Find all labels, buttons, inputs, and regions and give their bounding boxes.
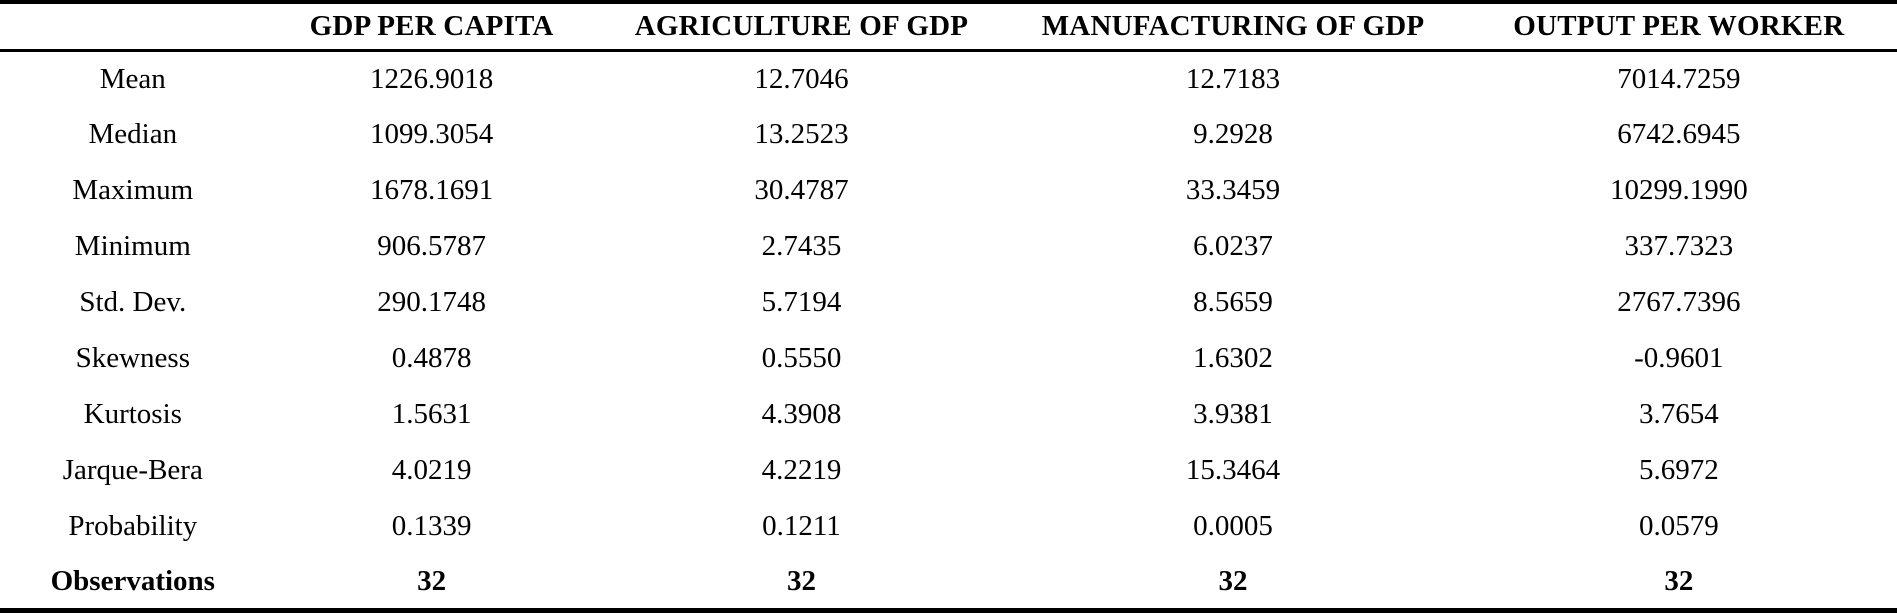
header-row: GDP PER CAPITA AGRICULTURE OF GDP MANUFA… (0, 2, 1897, 52)
table-row-probability: Probability 0.1339 0.1211 0.0005 0.0579 (0, 499, 1897, 555)
column-header-agriculture-of-gdp: AGRICULTURE OF GDP (597, 2, 1006, 52)
cell-value: -0.9601 (1634, 342, 1724, 374)
cell-value: 4.0219 (391, 454, 472, 486)
cell-value: 1099.3054 (369, 118, 494, 150)
cell-value: 15.3464 (1185, 454, 1281, 486)
cell-value: 12.7183 (1185, 62, 1281, 95)
column-header-blank (0, 2, 266, 52)
cell-value: 9.2928 (1193, 118, 1273, 150)
cell-value: 0.1211 (762, 510, 841, 542)
row-label: Minimum (74, 230, 191, 262)
cell-value: 12.7046 (754, 62, 849, 95)
cell-value: 1678.1691 (369, 174, 494, 206)
table-row-maximum: Maximum 1678.1691 30.4787 33.3459 10299.… (0, 163, 1897, 219)
cell-value: 0.0579 (1638, 510, 1719, 542)
cell-value: 8.5659 (1193, 286, 1273, 318)
cell-value: 0.5550 (761, 342, 842, 374)
cell-value: 13.2523 (754, 118, 849, 150)
cell-value: 3.7654 (1638, 398, 1719, 430)
row-label: Mean (99, 62, 166, 95)
cell-value: 6.0237 (1193, 230, 1273, 262)
cell-value: 1.6302 (1193, 342, 1273, 374)
row-label: Jarque-Bera (62, 454, 203, 486)
cell-value: 0.4878 (391, 342, 472, 374)
table-row-minimum: Minimum 906.5787 2.7435 6.0237 337.7323 (0, 219, 1897, 275)
cell-value: 4.3908 (761, 398, 842, 430)
table-row-observations: Observations 32 32 32 32 (0, 555, 1897, 611)
table-row-median: Median 1099.3054 13.2523 9.2928 6742.694… (0, 107, 1897, 163)
row-label: Skewness (75, 342, 190, 374)
cell-value: 6742.6945 (1617, 118, 1741, 150)
cell-value: 2767.7396 (1617, 286, 1741, 318)
table-row-std-dev: Std. Dev. 290.1748 5.7194 8.5659 2767.73… (0, 275, 1897, 331)
row-label: Observations (50, 564, 215, 597)
cell-value: 1.5631 (391, 398, 472, 430)
cell-value: 3.9381 (1193, 398, 1273, 430)
table-row-skewness: Skewness 0.4878 0.5550 1.6302 -0.9601 (0, 331, 1897, 387)
cell-value: 30.4787 (754, 174, 849, 206)
cell-value: 32 (1218, 564, 1248, 597)
cell-value: 5.7194 (761, 286, 842, 318)
cell-value: 290.1748 (377, 286, 486, 318)
cell-value: 0.1339 (391, 510, 472, 542)
cell-value: 337.7323 (1624, 230, 1734, 262)
cell-value: 33.3459 (1185, 174, 1281, 206)
row-label: Maximum (72, 174, 194, 206)
table-row-jarque-bera: Jarque-Bera 4.0219 4.2219 15.3464 5.6972 (0, 443, 1897, 499)
column-header-manufacturing-of-gdp: MANUFACTURING OF GDP (1005, 2, 1461, 52)
cell-value: 32 (1664, 564, 1694, 597)
cell-value: 0.0005 (1193, 510, 1273, 542)
cell-value: 2.7435 (761, 230, 842, 262)
column-header-output-per-worker: OUTPUT PER WORKER (1460, 2, 1897, 52)
table-row-mean: Mean 1226.9018 12.7046 12.7183 7014.7259 (0, 51, 1897, 107)
cell-value: 4.2219 (761, 454, 842, 486)
cell-value: 32 (786, 564, 816, 597)
row-label: Probability (68, 510, 198, 542)
column-header-gdp-per-capita: GDP PER CAPITA (265, 2, 598, 52)
row-label: Median (88, 118, 178, 150)
cell-value: 1226.9018 (369, 62, 494, 95)
cell-value: 5.6972 (1638, 454, 1719, 486)
row-label: Std. Dev. (79, 286, 187, 318)
cell-value: 32 (417, 564, 447, 597)
cell-value: 906.5787 (377, 230, 486, 262)
cell-value: 7014.7259 (1617, 62, 1741, 95)
cell-value: 10299.1990 (1609, 174, 1748, 206)
table-row-kurtosis: Kurtosis 1.5631 4.3908 3.9381 3.7654 (0, 387, 1897, 443)
row-label: Kurtosis (83, 398, 182, 430)
